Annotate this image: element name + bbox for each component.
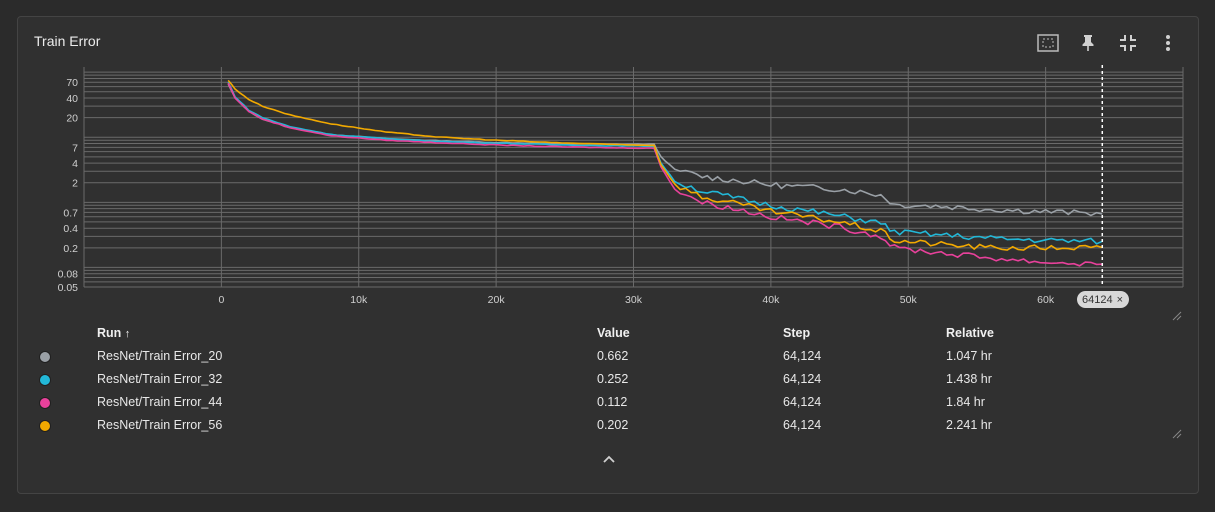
card-title: Train Error	[34, 33, 101, 49]
value-cell: 0.252	[597, 372, 629, 386]
step-cell: 64,124	[783, 418, 822, 432]
value-cell: 0.112	[597, 395, 628, 409]
x-tick-label: 60k	[1037, 294, 1055, 306]
step-chip-close-icon[interactable]: ×	[1116, 293, 1124, 306]
step-cell: 64,124	[783, 395, 822, 409]
run-cell: ResNet/Train Error_20	[97, 349, 223, 363]
y-tick-label: 0.05	[58, 282, 79, 294]
y-tick-label: 70	[66, 77, 78, 89]
y-tick-label: 20	[66, 113, 78, 125]
step-cell: 64,124	[783, 349, 822, 363]
expand-less-button[interactable]	[600, 451, 618, 469]
y-tick-label: 0.2	[63, 243, 78, 255]
step-cursor-chip[interactable]: 64124 ×	[1077, 291, 1130, 308]
x-tick-label: 30k	[625, 294, 643, 306]
step-cell: 64,124	[783, 372, 822, 386]
y-tick-label: 0.7	[63, 207, 78, 219]
table-row[interactable]: ResNet/Train Error_56 0.202 64,124 2.241 hr	[18, 415, 1200, 437]
value-cell: 0.202	[597, 418, 629, 432]
card-toolbar	[1028, 29, 1188, 57]
run-color-dot-icon[interactable]	[39, 397, 51, 409]
series-line	[227, 79, 1103, 251]
relative-cell: 1.047 hr	[946, 349, 992, 363]
pin-icon	[1082, 35, 1094, 51]
pin-button[interactable]	[1068, 29, 1108, 57]
sort-arrow-icon: ↑	[124, 328, 131, 340]
more-vert-icon	[1166, 35, 1170, 51]
x-tick-label: 20k	[488, 294, 506, 306]
run-color-dot-icon[interactable]	[39, 351, 51, 363]
table-resize-handle[interactable]	[1170, 427, 1182, 439]
series-line	[227, 82, 1103, 267]
fit-domain-button[interactable]	[1028, 29, 1068, 57]
run-header-label: Run	[97, 326, 122, 340]
table-header-row: Run ↑ Value Step Relative	[18, 323, 1200, 345]
step-column-header[interactable]: Step	[783, 326, 811, 340]
relative-cell: 1.438 hr	[946, 372, 992, 386]
y-tick-label: 0.08	[58, 269, 79, 281]
chart-resize-handle[interactable]	[1170, 309, 1182, 321]
y-tick-label: 2	[72, 178, 78, 190]
run-cell: ResNet/Train Error_32	[97, 372, 223, 386]
relative-cell: 1.84 hr	[946, 395, 985, 409]
series-line	[227, 83, 1103, 217]
relative-column-header[interactable]: Relative	[946, 326, 994, 340]
y-tick-label: 7	[72, 142, 78, 154]
table-row[interactable]: ResNet/Train Error_44 0.112 64,124 1.84 hr	[18, 392, 1200, 414]
train-error-card: Train Error 0.05 0.08 0.2 0.4 0.7 2 4	[17, 16, 1199, 494]
series-line	[227, 81, 1103, 245]
value-cell: 0.662	[597, 349, 629, 363]
collapse-button[interactable]	[1108, 29, 1148, 57]
x-tick-label: 40k	[762, 294, 780, 306]
collapse-icon	[1120, 35, 1136, 51]
run-color-dot-icon[interactable]	[39, 420, 51, 432]
x-tick-label: 10k	[350, 294, 368, 306]
step-chip-label: 64124	[1082, 293, 1113, 306]
run-column-header[interactable]: Run ↑	[97, 326, 130, 340]
run-cell: ResNet/Train Error_56	[97, 418, 223, 432]
table-row[interactable]: ResNet/Train Error_32 0.252 64,124 1.438 hr	[18, 369, 1200, 391]
fit-domain-icon	[1037, 34, 1059, 52]
x-tick-label: 0	[218, 294, 224, 306]
more-options-button[interactable]	[1148, 29, 1188, 57]
value-column-header[interactable]: Value	[597, 326, 630, 340]
x-tick-label: 50k	[900, 294, 918, 306]
chevron-up-icon	[603, 455, 615, 463]
y-tick-label: 0.4	[63, 223, 78, 235]
y-tick-label: 40	[66, 93, 78, 105]
run-cell: ResNet/Train Error_44	[97, 395, 223, 409]
run-color-dot-icon[interactable]	[39, 374, 51, 386]
table-row[interactable]: ResNet/Train Error_20 0.662 64,124 1.047 hr	[18, 346, 1200, 368]
line-chart[interactable]: 0.050.08 0.2 0.4 0.7 2 4 7 20 40 70 0 10k 20k 30k 40k 5…	[18, 57, 1200, 327]
relative-cell: 2.241 hr	[946, 418, 992, 432]
y-tick-label: 4	[72, 158, 78, 170]
